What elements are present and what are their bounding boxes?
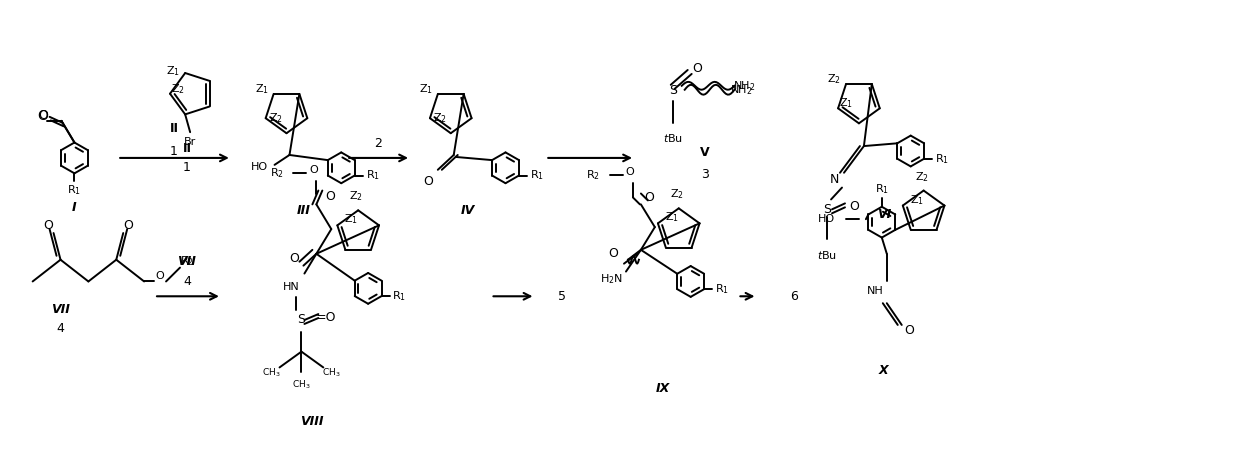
Text: R$_1$: R$_1$ (529, 169, 544, 182)
Text: NH$_2$: NH$_2$ (730, 83, 753, 97)
Text: CH$_3$: CH$_3$ (322, 366, 341, 379)
Text: CH$_3$: CH$_3$ (262, 366, 281, 379)
Text: VIII: VIII (300, 415, 324, 428)
Text: IX: IX (656, 382, 670, 395)
Text: HO: HO (250, 162, 268, 172)
Text: VI: VI (877, 208, 890, 221)
Text: R$_2$: R$_2$ (269, 166, 284, 180)
Text: R$_1$: R$_1$ (366, 169, 379, 182)
Text: 4: 4 (57, 322, 64, 336)
Text: $\mathit{t}$Bu: $\mathit{t}$Bu (817, 249, 837, 261)
Text: Z$_1$: Z$_1$ (345, 212, 358, 226)
Text: X: X (879, 364, 889, 377)
Text: N: N (830, 173, 838, 186)
Text: 1: 1 (184, 161, 191, 174)
Text: R$_1$: R$_1$ (715, 282, 729, 296)
Text: 2: 2 (374, 136, 382, 150)
Text: Z$_1$: Z$_1$ (839, 96, 853, 110)
Text: R$_1$: R$_1$ (392, 289, 407, 303)
Text: R$_2$: R$_2$ (587, 168, 600, 182)
Text: O: O (309, 165, 317, 175)
Text: Z$_2$: Z$_2$ (171, 82, 185, 96)
Text: VII: VII (177, 255, 196, 268)
Text: $\mathit{t}$Bu: $\mathit{t}$Bu (662, 132, 683, 144)
Text: Z$_2$: Z$_2$ (269, 111, 283, 125)
Text: O: O (693, 62, 703, 76)
Text: O: O (423, 175, 433, 188)
Text: R$_1$: R$_1$ (67, 183, 82, 197)
Text: O: O (38, 110, 48, 122)
Text: 5: 5 (558, 290, 567, 303)
Text: Z$_1$: Z$_1$ (665, 211, 678, 224)
Text: III: III (296, 204, 310, 217)
Text: NH$_2$: NH$_2$ (733, 79, 755, 93)
Text: R$_1$: R$_1$ (874, 182, 889, 196)
Text: VII: VII (51, 303, 69, 316)
Text: O: O (37, 109, 48, 123)
Text: O: O (289, 252, 299, 265)
Text: Z$_2$: Z$_2$ (915, 170, 929, 184)
Text: 3: 3 (701, 168, 708, 181)
Text: 6: 6 (790, 290, 799, 303)
Text: O: O (626, 167, 635, 177)
Text: CH$_3$: CH$_3$ (293, 379, 311, 391)
Text: 4: 4 (184, 275, 191, 288)
Text: O: O (156, 270, 165, 280)
Text: O: O (43, 219, 53, 232)
Text: S: S (823, 203, 831, 216)
Text: Z$_1$: Z$_1$ (419, 82, 433, 96)
Text: S: S (298, 313, 305, 327)
Text: R$_2$: R$_2$ (180, 254, 193, 268)
Text: O: O (644, 191, 653, 204)
Text: HN: HN (283, 282, 300, 292)
Text: H$_2$N: H$_2$N (600, 273, 622, 287)
Text: Z$_2$: Z$_2$ (670, 187, 683, 202)
Text: Z$_1$: Z$_1$ (254, 82, 269, 96)
Text: I: I (72, 202, 77, 214)
Text: O: O (904, 324, 914, 337)
Text: O: O (123, 219, 133, 232)
Text: Br: Br (184, 137, 196, 147)
Text: HO: HO (817, 214, 835, 224)
Text: =O: =O (316, 311, 336, 323)
Text: II: II (182, 142, 191, 154)
Text: S: S (668, 84, 677, 97)
Text: Z$_2$: Z$_2$ (350, 190, 363, 203)
Text: R$_1$: R$_1$ (935, 152, 949, 166)
Text: Z$_1$: Z$_1$ (166, 64, 180, 78)
Text: V: V (699, 146, 709, 160)
Text: O: O (849, 200, 859, 213)
Text: Z$_2$: Z$_2$ (827, 72, 841, 86)
Text: IV: IV (460, 204, 475, 217)
Text: Z$_1$: Z$_1$ (910, 193, 924, 207)
Text: II: II (170, 122, 179, 135)
Text: Z$_2$: Z$_2$ (433, 111, 446, 125)
Text: NH: NH (867, 287, 883, 296)
Text: O: O (325, 190, 335, 203)
Text: O: O (608, 247, 618, 260)
Text: 1: 1 (170, 144, 179, 158)
